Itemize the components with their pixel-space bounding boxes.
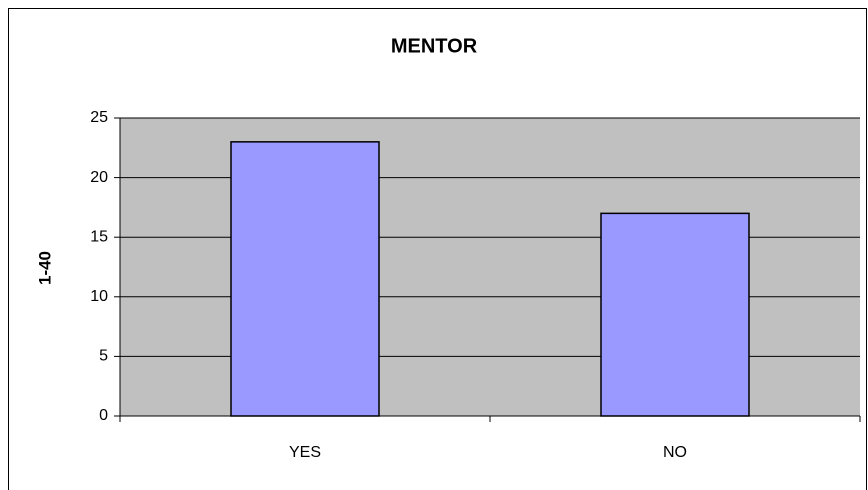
x-tick-label: YES (289, 444, 321, 461)
x-tick-label: NO (663, 444, 687, 461)
bar (230, 141, 380, 417)
bar (600, 212, 750, 417)
y-tick-label: 25 (90, 109, 108, 126)
y-tick-label: 15 (90, 228, 108, 245)
y-tick-label: 5 (99, 348, 108, 365)
y-tick-label: 20 (90, 169, 108, 186)
y-tick-label: 0 (99, 407, 108, 424)
chart-title: MENTOR (391, 35, 478, 57)
y-tick-label: 10 (90, 288, 108, 305)
y-axis-label: 1-40 (35, 251, 54, 285)
